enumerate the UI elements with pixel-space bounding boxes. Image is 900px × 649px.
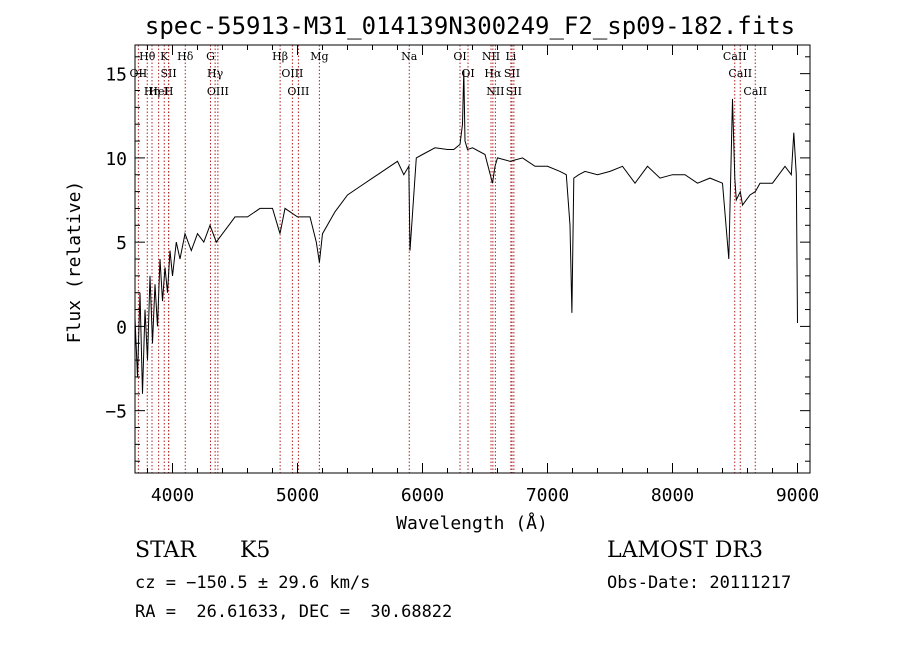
line-label: SII — [504, 67, 520, 80]
y-tick-label: 0 — [116, 317, 127, 338]
line-label: Na — [401, 50, 418, 63]
y-tick-label: 10 — [105, 149, 127, 170]
y-tick-label: 15 — [105, 65, 127, 86]
y-axis: −5 0 5 10 15 — [105, 56, 810, 462]
plot-frame — [134, 44, 811, 474]
line-label: Mg — [310, 50, 328, 63]
line-label: OIII — [207, 85, 229, 98]
line-label: HeI — [148, 85, 168, 98]
line-label: OI — [453, 50, 466, 63]
y-tick-label: 5 — [116, 233, 127, 254]
x-tick-label: 8000 — [651, 485, 694, 506]
line-label: Hη — [144, 85, 160, 98]
coordinates: RA = 26.61633, DEC = 30.68822 — [135, 602, 453, 622]
observation-date: Obs-Date: 20111217 — [607, 573, 792, 593]
line-label: Hδ — [177, 50, 194, 63]
line-label: NII — [486, 85, 504, 98]
x-tick-label: 9000 — [776, 485, 819, 506]
emission-line-markers — [137, 45, 756, 473]
line-label: Hθ — [139, 50, 156, 63]
line-label: CaII — [728, 67, 752, 80]
line-label: Hγ — [207, 67, 224, 80]
line-label: K — [160, 50, 169, 63]
line-label: Li — [505, 50, 516, 63]
y-axis-label: Flux (relative) — [64, 181, 85, 344]
chart-title: spec-55913-M31_014139N300249_F2_sp09-182… — [145, 12, 795, 40]
x-tick-label: 7000 — [526, 485, 569, 506]
object-class: STAR — [135, 538, 196, 563]
x-tick-label: 4000 — [151, 485, 194, 506]
line-label: CaII — [743, 85, 767, 98]
redshift-cz: cz = −150.5 ± 29.6 km/s — [135, 573, 371, 593]
survey-name: LAMOST DR3 — [607, 538, 763, 563]
line-label: CaII — [723, 50, 747, 63]
line-label: OIII — [287, 85, 309, 98]
line-label: H — [164, 85, 174, 98]
line-label: NII — [482, 50, 500, 63]
x-axis-label: Wavelength (Å) — [396, 512, 548, 534]
x-tick-label: 6000 — [401, 485, 444, 506]
line-label: SII — [161, 67, 177, 80]
line-label: OI — [461, 67, 474, 80]
x-tick-label: 5000 — [276, 485, 319, 506]
object-subclass: K5 — [240, 538, 271, 563]
spectrum-series — [134, 70, 798, 394]
line-label: Hβ — [272, 50, 288, 63]
line-label: Hα — [484, 67, 502, 80]
x-axis: 4000 5000 6000 7000 8000 9000 — [147, 45, 819, 506]
line-label: OIII — [281, 67, 303, 80]
y-tick-label: −5 — [105, 402, 127, 423]
line-label: SII — [506, 85, 522, 98]
line-label: G — [206, 50, 215, 63]
